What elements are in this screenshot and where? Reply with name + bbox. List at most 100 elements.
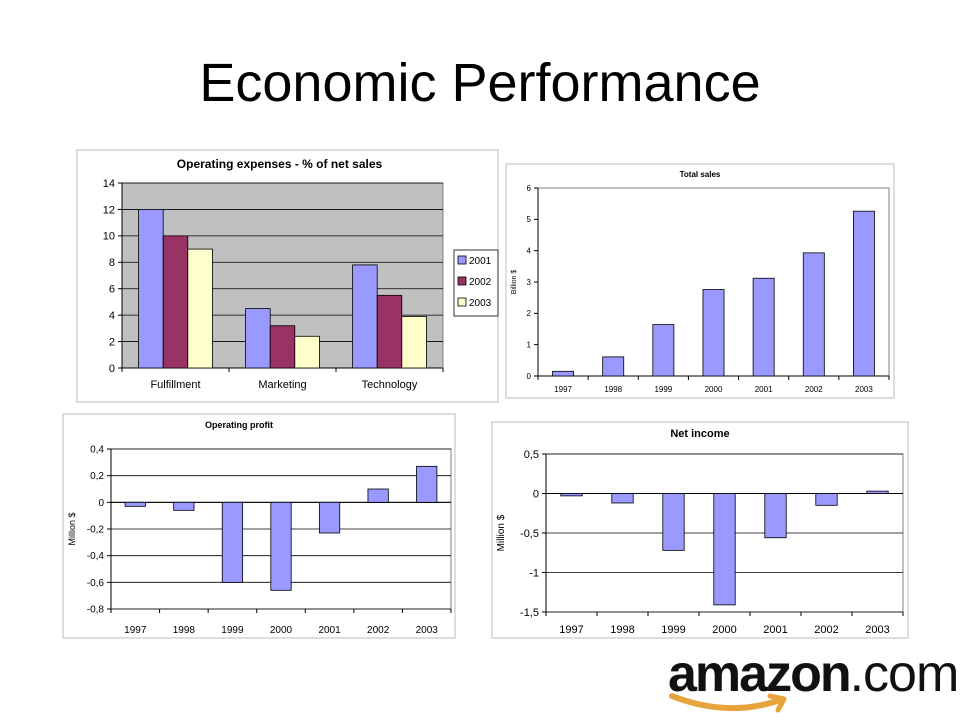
x-tick-label: 1997 xyxy=(559,624,583,636)
y-tick-label: 1 xyxy=(527,340,532,349)
y-tick-label: 0,5 xyxy=(524,449,539,461)
x-tick-label: 2000 xyxy=(270,625,293,636)
y-tick-label: 0,2 xyxy=(90,471,104,482)
chart-title: Net income xyxy=(670,428,729,440)
bar-2002 xyxy=(367,488,389,503)
x-tick-label: 1998 xyxy=(604,385,622,394)
chart-frame xyxy=(505,163,895,399)
chart-frame xyxy=(491,421,909,639)
y-tick-label: 0 xyxy=(533,488,539,500)
y-tick-label: 14 xyxy=(103,178,115,190)
x-tick-label: 1999 xyxy=(661,624,685,636)
bar-1997 xyxy=(560,493,583,497)
bar-2000 xyxy=(270,501,292,591)
y-axis-label: Million $ xyxy=(67,512,77,545)
x-tick-label: 2003 xyxy=(855,385,873,394)
bar-2002-technology xyxy=(376,294,403,369)
y-tick-label: -1,5 xyxy=(520,607,539,619)
chart-title: Total sales xyxy=(680,170,721,179)
y-tick-label: 12 xyxy=(103,204,115,216)
y-tick-label: -1 xyxy=(529,567,539,579)
bar-1999 xyxy=(221,501,244,583)
x-tick-label: Technology xyxy=(362,379,418,391)
y-tick-label: 4 xyxy=(109,310,115,322)
plot-area xyxy=(545,453,904,613)
bar-1997 xyxy=(124,501,146,507)
amazon-logo-wordmark: amazon xyxy=(668,645,852,703)
x-tick-label: 2003 xyxy=(416,625,439,636)
x-tick-label: 1998 xyxy=(610,624,634,636)
y-tick-label: -0,4 xyxy=(87,551,105,562)
y-tick-label: -0,5 xyxy=(520,528,539,540)
amazon-smile-icon xyxy=(669,693,787,713)
plot-area xyxy=(110,448,452,610)
plot-area xyxy=(537,187,890,377)
x-tick-label: 2002 xyxy=(367,625,390,636)
y-tick-label: 0,4 xyxy=(90,445,104,456)
amazon-logo: amazon.com xyxy=(668,648,959,716)
y-tick-label: 4 xyxy=(527,246,532,255)
y-tick-label: 10 xyxy=(103,231,115,243)
bar-2000 xyxy=(702,289,725,377)
legend-swatch-2001 xyxy=(457,255,467,265)
bar-2002 xyxy=(815,493,838,506)
y-tick-label: 2 xyxy=(109,336,115,348)
y-tick-label: -0,8 xyxy=(87,605,105,616)
x-tick-label: 2002 xyxy=(805,385,823,394)
bar-2001 xyxy=(318,501,341,534)
x-tick-label: 2000 xyxy=(705,385,723,394)
y-tick-label: 6 xyxy=(109,284,115,296)
chart-frame xyxy=(76,149,499,403)
bar-2002 xyxy=(802,252,825,377)
y-tick-label: 0 xyxy=(527,372,532,381)
legend-box xyxy=(453,249,499,317)
bar-1998 xyxy=(611,493,634,504)
legend-swatch-2003 xyxy=(457,297,467,307)
plot-area xyxy=(121,182,444,369)
y-tick-label: 8 xyxy=(109,257,115,269)
x-tick-label: 1997 xyxy=(554,385,572,394)
legend-label: 2001 xyxy=(469,256,492,267)
bar-2002-marketing xyxy=(269,325,296,369)
bar-2003-technology xyxy=(401,316,427,369)
x-tick-label: 1999 xyxy=(221,625,244,636)
y-tick-label: 0 xyxy=(109,363,115,375)
bar-2003 xyxy=(416,465,438,503)
y-tick-label: -0,2 xyxy=(87,525,105,536)
bar-2003-fulfillment xyxy=(187,248,213,369)
y-axis-label: Billion $ xyxy=(511,270,518,295)
legend-swatch-2002 xyxy=(457,276,467,286)
legend-label: 2002 xyxy=(469,277,492,288)
y-tick-label: 6 xyxy=(527,184,532,193)
amazon-logo-suffix: .com xyxy=(849,645,960,703)
y-tick-label: 5 xyxy=(527,215,532,224)
y-axis-label: Million $ xyxy=(496,514,507,551)
y-tick-label: 0 xyxy=(98,498,104,509)
x-tick-label: 2003 xyxy=(865,624,889,636)
bar-2003 xyxy=(866,490,889,494)
bar-2001-technology xyxy=(352,264,378,369)
bar-2001 xyxy=(752,277,775,377)
x-tick-label: 2002 xyxy=(814,624,838,636)
x-tick-label: 2001 xyxy=(318,625,341,636)
bar-1998 xyxy=(602,356,625,377)
bar-2001 xyxy=(764,493,787,539)
bar-1997 xyxy=(552,370,575,377)
bar-2001-fulfillment xyxy=(138,209,164,369)
chart-frame xyxy=(62,413,456,639)
x-tick-label: 1999 xyxy=(654,385,672,394)
chart-title: Operating expenses - % of net sales xyxy=(177,157,383,171)
y-tick-label: 2 xyxy=(527,309,532,318)
bar-1999 xyxy=(662,493,685,551)
amazon-logo-text: amazon.com xyxy=(668,645,960,703)
bar-1998 xyxy=(173,501,195,511)
bar-1999 xyxy=(652,324,675,377)
y-tick-label: 3 xyxy=(527,278,532,287)
x-tick-label: 1997 xyxy=(124,625,147,636)
x-tick-label: 2001 xyxy=(755,385,773,394)
x-tick-label: Fulfillment xyxy=(150,379,200,391)
bar-2000 xyxy=(713,493,736,606)
bar-2003-marketing xyxy=(294,335,320,369)
x-tick-label: 2000 xyxy=(712,624,736,636)
y-tick-label: -0,6 xyxy=(87,578,105,589)
